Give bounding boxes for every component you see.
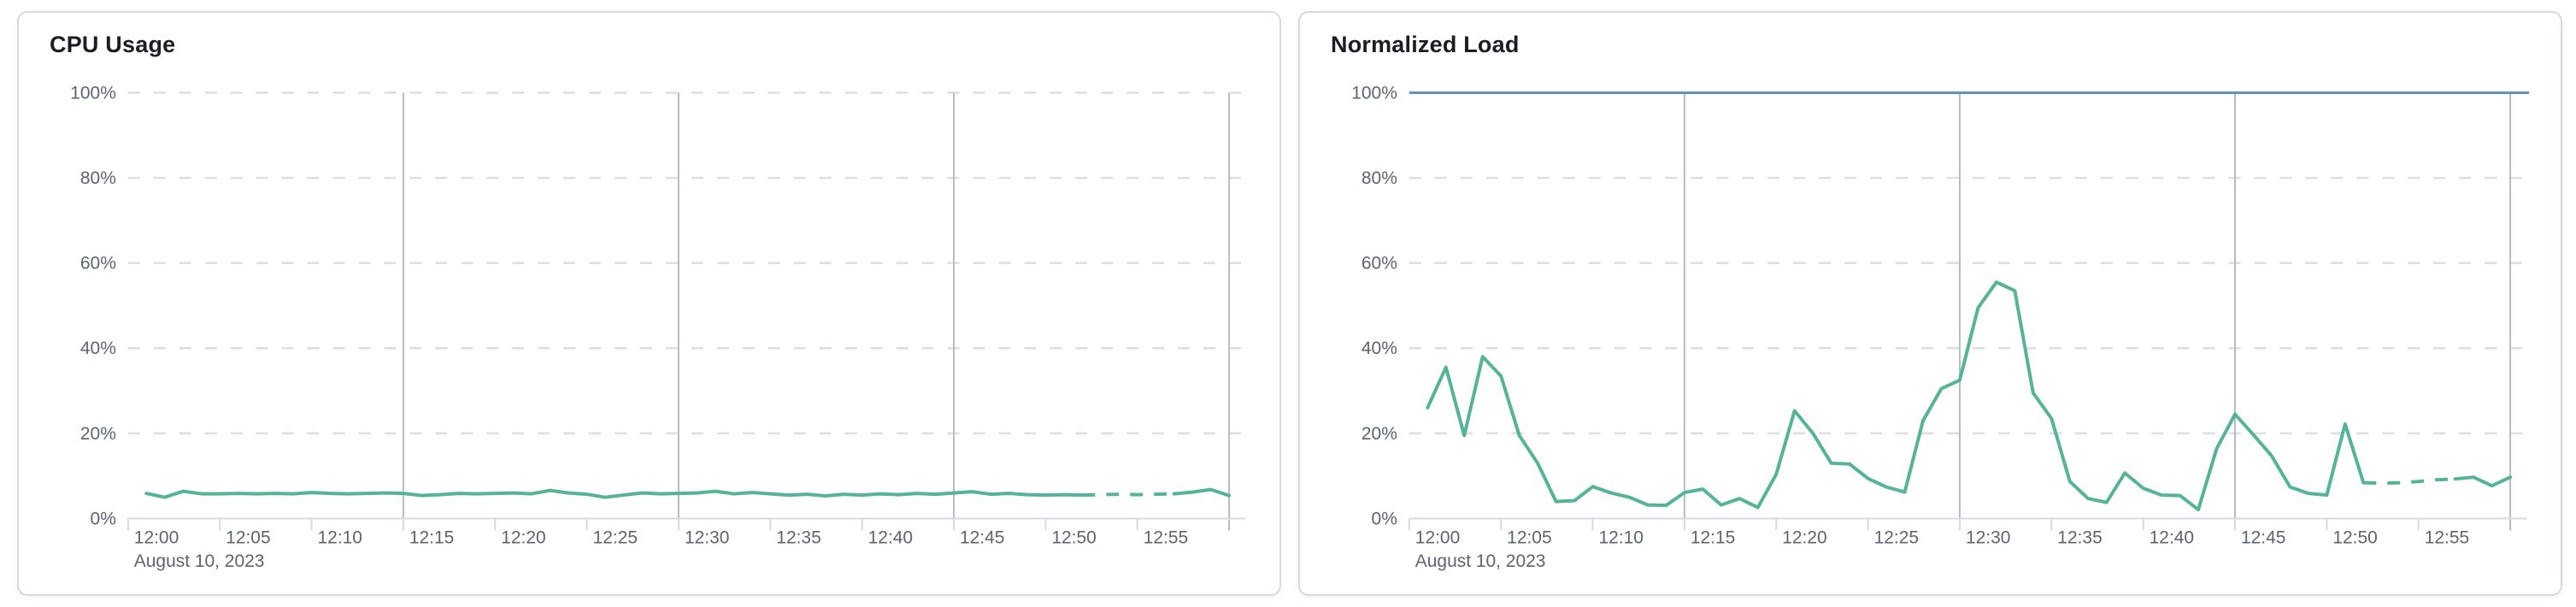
cpu-usage-chart-surface[interactable]: 12:00 12:05 12:10 12:15 12:20 12:25 12:30 12:35…	[19, 13, 1279, 594]
y-tick-label: 40%	[1362, 339, 1397, 358]
x-tick-label: 12:30	[685, 527, 729, 547]
x-ticks	[126, 518, 1138, 531]
series-line-solid	[1426, 280, 2366, 512]
x-axis-date-label: August 10, 2023	[1415, 551, 1546, 571]
x-tick-label: 12:35	[2057, 527, 2102, 547]
x-tick-label: 12:45	[960, 527, 1004, 547]
x-tick-label: 12:10	[1599, 527, 1644, 547]
y-gridlines	[127, 91, 1246, 435]
series-line-dashed	[1082, 492, 1174, 498]
chart-title-normalized-load: Normalized Load	[1331, 32, 1520, 57]
period-lines	[402, 92, 1231, 531]
series-line-dashed	[2363, 477, 2455, 486]
x-tick-label: 12:15	[409, 527, 454, 547]
x-tick-label: 12:35	[776, 527, 820, 547]
normalized-load-chart-surface[interactable]: 12:00 12:05 12:10 12:15 12:20 12:25 12:30 12:35…	[1300, 13, 2561, 594]
y-tick-label: 60%	[1362, 254, 1397, 274]
y-tick-label: 80%	[1362, 168, 1397, 188]
x-tick-labels: 12:00 12:05 12:10 12:15 12:20 12:25 12:30 12:35…	[1415, 527, 2469, 547]
y-tick-label: 20%	[1362, 424, 1397, 444]
y-tick-label: 100%	[70, 83, 116, 103]
panel-cpu-usage: CPU Usage 12:00 12:05 12:10 12:15 12:20 12:25…	[17, 11, 1281, 596]
x-ticks	[1408, 518, 2420, 531]
chart-title-cpu-usage: CPU Usage	[50, 32, 176, 57]
y-tick-label: 80%	[80, 168, 116, 188]
y-tick-label: 20%	[80, 424, 116, 444]
series-line-solid	[144, 488, 1085, 499]
x-tick-label: 12:05	[226, 527, 270, 547]
x-tick-label: 12:55	[1144, 527, 1188, 547]
y-tick-label: 0%	[91, 510, 116, 529]
x-tick-label: 12:00	[1415, 527, 1460, 547]
x-tick-label: 12:40	[868, 527, 913, 547]
y-tick-label: 40%	[80, 339, 116, 358]
series-line-solid-tail	[1172, 487, 1232, 498]
panel-normalized-load: Normalized Load 12:00 12:05 12:10 12:15 12:2…	[1298, 11, 2562, 596]
x-tick-label: 12:45	[2241, 527, 2285, 547]
y-tick-label: 100%	[1351, 83, 1397, 103]
y-tick-labels: 0% 20% 40% 60% 80% 100%	[70, 83, 116, 528]
x-tick-label: 12:30	[1966, 527, 2010, 547]
y-gridlines	[1409, 91, 2527, 435]
x-tick-label: 12:50	[2332, 527, 2377, 547]
x-tick-label: 12:10	[318, 527, 362, 547]
x-tick-label: 12:05	[1507, 527, 1551, 547]
series-line-solid-tail	[2453, 475, 2513, 488]
y-tick-label: 0%	[1372, 510, 1397, 529]
x-tick-label: 12:25	[1874, 527, 1919, 547]
x-tick-label: 12:20	[1782, 527, 1826, 547]
x-tick-label: 12:15	[1691, 527, 1735, 547]
x-tick-labels: 12:00 12:05 12:10 12:15 12:20 12:25 12:30 12:35…	[134, 527, 1188, 547]
y-tick-labels: 0% 20% 40% 60% 80% 100%	[1351, 83, 1397, 528]
x-tick-label: 12:20	[501, 527, 545, 547]
period-lines	[1683, 92, 2512, 531]
x-tick-label: 12:50	[1051, 527, 1096, 547]
x-tick-label: 12:40	[2150, 527, 2194, 547]
x-tick-label: 12:00	[134, 527, 179, 547]
x-tick-label: 12:55	[2425, 527, 2469, 547]
x-tick-label: 12:25	[593, 527, 638, 547]
y-tick-label: 60%	[80, 254, 116, 274]
x-axis-date-label: August 10, 2023	[134, 551, 265, 571]
